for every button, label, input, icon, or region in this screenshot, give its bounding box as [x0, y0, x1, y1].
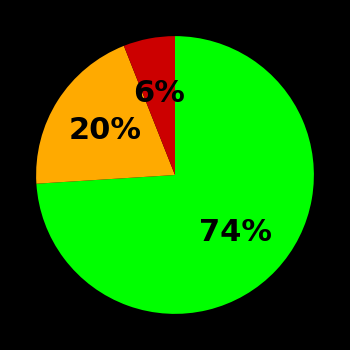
Text: 20%: 20% [68, 116, 141, 145]
Wedge shape [36, 46, 175, 184]
Text: 74%: 74% [199, 218, 272, 246]
Wedge shape [36, 36, 314, 314]
Text: 6%: 6% [133, 79, 185, 108]
Wedge shape [124, 36, 175, 175]
